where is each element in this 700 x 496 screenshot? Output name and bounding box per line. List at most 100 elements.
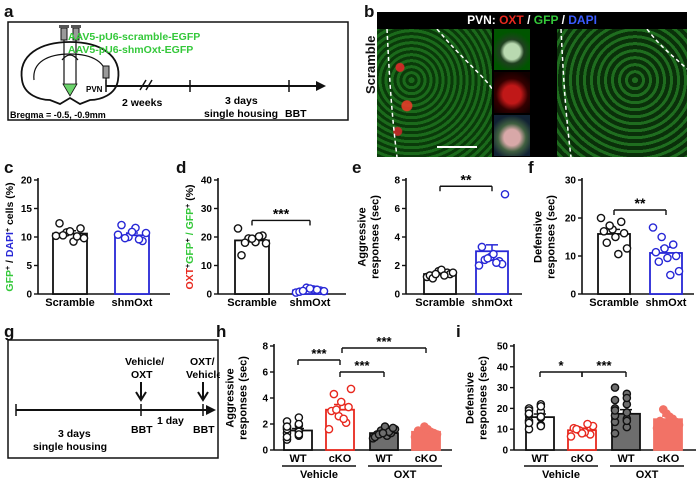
- panel-label-f: f: [528, 158, 534, 177]
- chartc-ytick-label-2: 10: [21, 233, 33, 244]
- inset-micrographs: [494, 29, 530, 157]
- charte-ytick-label-1: 2: [394, 261, 400, 272]
- charti-ytick-label-1: 10: [497, 425, 509, 436]
- charti-group-1: OXT: [636, 469, 659, 481]
- charti-point-3-0: [652, 423, 662, 433]
- panel-label-i: i: [456, 322, 461, 341]
- charti-point-1-7: [577, 429, 587, 438]
- chartc-point-1-0: [113, 230, 123, 240]
- label-single-housing: single housing: [33, 441, 107, 453]
- charti-sig-label-1: ***: [596, 358, 612, 373]
- title-dapi: DAPI: [568, 13, 597, 27]
- charte-point-1-3: [477, 242, 487, 252]
- chartd-xlabel-0: Scramble: [227, 297, 277, 309]
- charth-xlabel-2: WT: [375, 453, 392, 465]
- chartf-point-1-6: [654, 257, 664, 266]
- scramble-micrograph: [377, 29, 492, 157]
- charth-point-2-10: [388, 423, 398, 433]
- charti-ylabel-0: Defensive: [465, 372, 477, 424]
- chartd-point-1-5: [319, 286, 329, 296]
- charte-xlabel-1: shmOxt: [472, 297, 513, 309]
- ventricle-line: [61, 54, 79, 61]
- chartc-ylabel-part-4: +: [5, 228, 12, 232]
- chartc-point-0-8: [58, 230, 68, 240]
- charth-group-1: OXT: [394, 469, 417, 481]
- charti-point-0-8: [524, 418, 534, 428]
- chartd-ylabel-part-4: / GFP: [184, 208, 196, 238]
- chartd-ylabel-part-0: OXT: [184, 267, 196, 289]
- chartf-point-1-8: [666, 270, 675, 280]
- panel-label-g: g: [4, 322, 15, 341]
- charti-point-1-8: [572, 424, 581, 434]
- chartd-ytick-label-1: 10: [201, 261, 213, 272]
- charti-point-2-5: [622, 408, 632, 417]
- arrow-down-icon-1: [135, 382, 147, 402]
- break-1: [139, 79, 147, 91]
- arrow-down-icon-2: [197, 382, 209, 402]
- chartf-point-1-0: [648, 223, 658, 232]
- charti-point-1-6: [583, 419, 592, 429]
- charth-sig-label-2: ***: [376, 334, 392, 349]
- pvn-target: [62, 83, 78, 97]
- chartd-point-1-7: [305, 284, 315, 293]
- panel-label-b: b: [364, 2, 375, 21]
- chart-i: 0 10 20 30 40 50 Defensive responses (sec) WT cKO…: [465, 342, 696, 481]
- charth-ytick-label-4: 8: [262, 342, 268, 353]
- charti-point-2-8: [610, 395, 620, 405]
- chartd-point-1-8: [298, 286, 308, 296]
- charti-ytick-label-4: 40: [497, 362, 509, 373]
- label-scramble-vertical: Scramble: [363, 35, 378, 94]
- label-oxt-vehicle: OXT/: [190, 356, 215, 368]
- charth-point-2-11: [378, 428, 388, 438]
- charti-ylabel-1: responses (sec): [478, 356, 490, 440]
- microscopy-title: PVN: OXT / GFP / DAPI: [377, 12, 687, 29]
- panel-label-c: c: [4, 158, 14, 177]
- charte-ytick-label-3: 6: [394, 204, 400, 215]
- chartc-ylabel-part-1: +: [5, 266, 12, 270]
- panel-a-frame: [7, 21, 349, 121]
- title-gfp: GFP: [533, 13, 559, 27]
- charti-point-0-13: [536, 402, 546, 411]
- charti-point-0-12: [524, 409, 534, 418]
- title-sep1: /: [527, 13, 531, 27]
- charte-ytick-label-2: 4: [394, 233, 400, 244]
- chartd-point-0-0: [233, 224, 243, 233]
- charth-sig-label-0: ***: [311, 346, 327, 361]
- charth-point-1-0: [324, 424, 334, 434]
- panel-label-d: d: [176, 158, 187, 177]
- chartc-ylabel-part-3: DAPI: [4, 232, 16, 257]
- virus1-label: AAV5-pU6-scramble-EGFP: [68, 31, 200, 43]
- chartf-point-0-7: [622, 244, 632, 253]
- chartf-ytick-label-3: 30: [565, 176, 577, 187]
- chartf-point-0-0: [596, 213, 606, 223]
- label-vehicle-oxt: Vehicle/: [125, 356, 164, 368]
- charth-xlabel-0: WT: [289, 453, 306, 465]
- charti-point-1-0: [566, 432, 576, 441]
- charth-ytick-label-2: 4: [262, 394, 268, 405]
- charti-ytick-label-3: 30: [497, 383, 509, 394]
- charte-point-1-0: [474, 261, 484, 270]
- charte-point-0-9: [431, 269, 440, 279]
- charth-ylabel-0: Aggressive: [225, 368, 237, 427]
- title-pvn: PVN:: [467, 13, 496, 27]
- chartf-ytick-label-2: 20: [565, 214, 577, 225]
- chartf-point-1-4: [671, 251, 681, 261]
- charti-point-0-9: [536, 412, 546, 422]
- charti-xlabel-1: cKO: [571, 453, 594, 465]
- charti-point-3-7: [655, 416, 665, 426]
- microscopy-image: PVN: OXT / GFP / DAPI: [377, 12, 687, 157]
- chartc-ytick-label-1: 5: [26, 261, 32, 272]
- charte-ytick-label-0: 0: [394, 290, 400, 301]
- chartd-ytick-label-0: 0: [206, 290, 212, 301]
- chartd-sig-label: ***: [273, 205, 290, 221]
- panel-label-h: h: [216, 322, 227, 341]
- charti-point-2-11: [622, 416, 632, 426]
- shmoxt-micrograph: [557, 29, 687, 157]
- title-oxt: OXT: [499, 13, 524, 27]
- charti-point-2-10: [610, 383, 620, 392]
- chartc-ylabel-part-2: /: [4, 257, 16, 266]
- chartc-point-0-4: [55, 219, 64, 228]
